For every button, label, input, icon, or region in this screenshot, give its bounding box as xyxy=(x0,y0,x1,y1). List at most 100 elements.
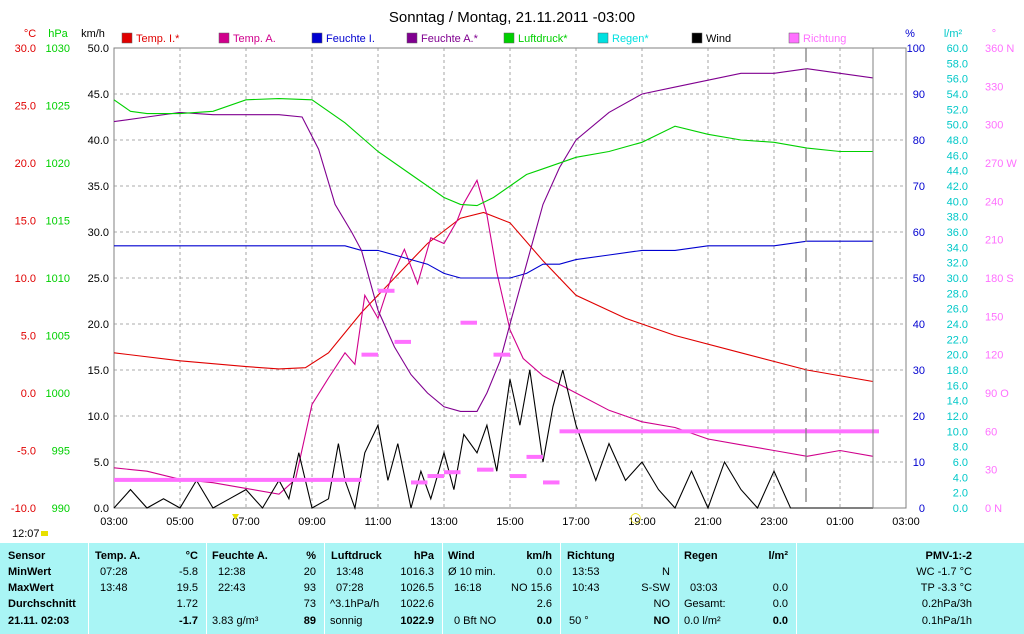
series-line-wind xyxy=(113,369,873,511)
rain-max-time: 03:03 xyxy=(690,582,718,594)
axis-tick-rain: 24.0 xyxy=(947,319,968,331)
axis-tick-temp: -10.0 xyxy=(11,503,36,515)
axis-tick-rain: 42.0 xyxy=(947,181,968,193)
press-forecast: sonnig xyxy=(330,615,363,627)
x-tick-label: 07:00 xyxy=(232,516,260,528)
x-tick-label: 09:00 xyxy=(298,516,326,528)
series-direction-mark xyxy=(510,474,527,479)
series-direction-mark xyxy=(559,429,576,434)
rain-max: 0.0 xyxy=(772,582,788,594)
series-direction-mark xyxy=(493,352,510,357)
axis-tick-direction: 0 N xyxy=(985,503,1002,515)
axis-tick-pressure: 1010 xyxy=(46,273,70,285)
axis-tick-direction: 30 xyxy=(985,465,997,477)
wind-now: 0.0 xyxy=(536,615,552,627)
series-direction-mark xyxy=(609,429,675,434)
axis-tick-wind: 25.0 xyxy=(88,273,109,285)
col-pressure: Luftdruck hPa 13:48 1016.3 07:28 1026.5 … xyxy=(325,543,442,634)
label-now: 21.11. 02:03 xyxy=(8,615,70,627)
axis-tick-direction: 210 xyxy=(985,235,1003,247)
series-direction-mark xyxy=(427,474,444,479)
legend-label: Wind xyxy=(706,33,731,45)
axis-tick-rain: 36.0 xyxy=(947,227,968,239)
series-direction-mark xyxy=(394,339,411,344)
axis-unit-direction: ° xyxy=(992,28,996,40)
legend-label: Regen* xyxy=(612,33,649,45)
chart-legend: Temp. I.* Temp. A. Feuchte I. Feuchte A.* Lu… xyxy=(121,32,846,45)
temp-min-time: 07:28 xyxy=(100,566,128,578)
axis-tick-rain: 40.0 xyxy=(947,196,968,208)
axis-tick-wind: 10.0 xyxy=(88,411,109,423)
label-min: MinWert xyxy=(8,566,52,578)
wind-max-time: 16:18 xyxy=(454,582,482,594)
axis-unit-pressure: hPa xyxy=(48,28,68,40)
axis-tick-rain: 46.0 xyxy=(947,150,968,162)
legend-label: Feuchte I. xyxy=(326,33,375,45)
axis-tick-temp: -5.0 xyxy=(17,446,36,458)
wind-header: Wind xyxy=(448,550,475,562)
axis-unit-temp: °C xyxy=(24,28,36,40)
temp-max-time: 13:48 xyxy=(100,582,128,594)
x-tick-label: 17:00 xyxy=(562,516,590,528)
rain-total: 0.0 xyxy=(772,598,788,610)
chart-series xyxy=(113,68,879,511)
series-direction-mark xyxy=(873,429,879,434)
axis-tick-rain: 38.0 xyxy=(947,212,968,224)
press-unit: hPa xyxy=(413,550,434,562)
dir-header: Richtung xyxy=(567,550,615,562)
series-direction-mark xyxy=(741,429,807,434)
axis-tick-rain: 44.0 xyxy=(947,166,968,178)
axis-tick-humidity: 80 xyxy=(913,135,925,147)
axis-tick-rain: 60.0 xyxy=(947,43,968,55)
axis-tick-pressure: 1025 xyxy=(46,101,70,113)
dir-max-time: 10:43 xyxy=(572,582,600,594)
sensor-header: Sensor xyxy=(8,550,46,562)
hum-now: 89 xyxy=(303,615,316,627)
axis-unit-rain: l/m² xyxy=(944,28,963,40)
x-tick-label: 03:00 xyxy=(100,516,128,528)
axis-tick-humidity: 60 xyxy=(913,227,925,239)
x-tick-label: 19:00 xyxy=(628,516,656,528)
x-tick-label: 13:00 xyxy=(430,516,458,528)
axis-tick-wind: 35.0 xyxy=(88,181,109,193)
axis-tick-rain: 28.0 xyxy=(947,288,968,300)
axis-tick-temp: 5.0 xyxy=(21,331,36,343)
pmv-header: PMV-1:-2 xyxy=(925,550,972,562)
axis-tick-rain: 26.0 xyxy=(947,304,968,316)
axis-tick-direction: 360 N xyxy=(985,43,1014,55)
rain-total-label: Gesamt: xyxy=(684,598,726,610)
series-direction-mark xyxy=(460,320,477,325)
axis-tick-temp: 30.0 xyxy=(15,43,36,55)
label-max: MaxWert xyxy=(8,582,54,594)
legend-label: Temp. I.* xyxy=(136,33,180,45)
series-direction-mark xyxy=(477,467,494,472)
legend-label: Temp. A. xyxy=(233,33,276,45)
pmv-windchill: WC -1.7 °C xyxy=(916,566,972,578)
col-sensor: Sensor MinWert MaxWert Durchschnitt 21.1… xyxy=(0,543,88,634)
sunrise-marker xyxy=(232,514,239,520)
axis-tick-wind: 5.0 xyxy=(94,457,109,469)
col-direction: Richtung 13:53 N 10:43 S-SW NO 50 ° NO xyxy=(561,543,678,634)
axis-tick-rain: 12.0 xyxy=(947,411,968,423)
update-time: 12:07 xyxy=(12,528,40,540)
series-direction-mark xyxy=(147,477,180,482)
press-now: 1022.9 xyxy=(400,615,434,627)
dir-degrees: 50 ° xyxy=(569,615,589,627)
legend-swatch xyxy=(503,32,515,44)
hum-max: 93 xyxy=(303,582,316,594)
axis-tick-rain: 48.0 xyxy=(947,135,968,147)
x-tick-label: 23:00 xyxy=(760,516,788,528)
col-humidity: Feuchte A. % 12:38 20 22:43 93 73 3.83 g… xyxy=(207,543,324,634)
axis-tick-direction: 90 O xyxy=(985,388,1009,400)
series-direction-mark xyxy=(411,480,428,485)
axis-tick-rain: 20.0 xyxy=(947,350,968,362)
rain-now: 0.0 xyxy=(772,615,788,627)
series-direction-mark xyxy=(526,454,543,459)
temp-now: -1.7 xyxy=(179,615,198,627)
dir-min-time: 13:53 xyxy=(572,566,600,578)
col-rain: Regen l/m² 03:03 0.0 Gesamt: 0.0 0.0 l/m… xyxy=(679,543,796,634)
series-line-temp-a xyxy=(113,178,874,495)
axis-tick-rain: 0.0 xyxy=(953,503,968,515)
stats-panel: Sensor MinWert MaxWert Durchschnitt 21.1… xyxy=(0,543,1024,634)
axis-tick-wind: 20.0 xyxy=(88,319,109,331)
